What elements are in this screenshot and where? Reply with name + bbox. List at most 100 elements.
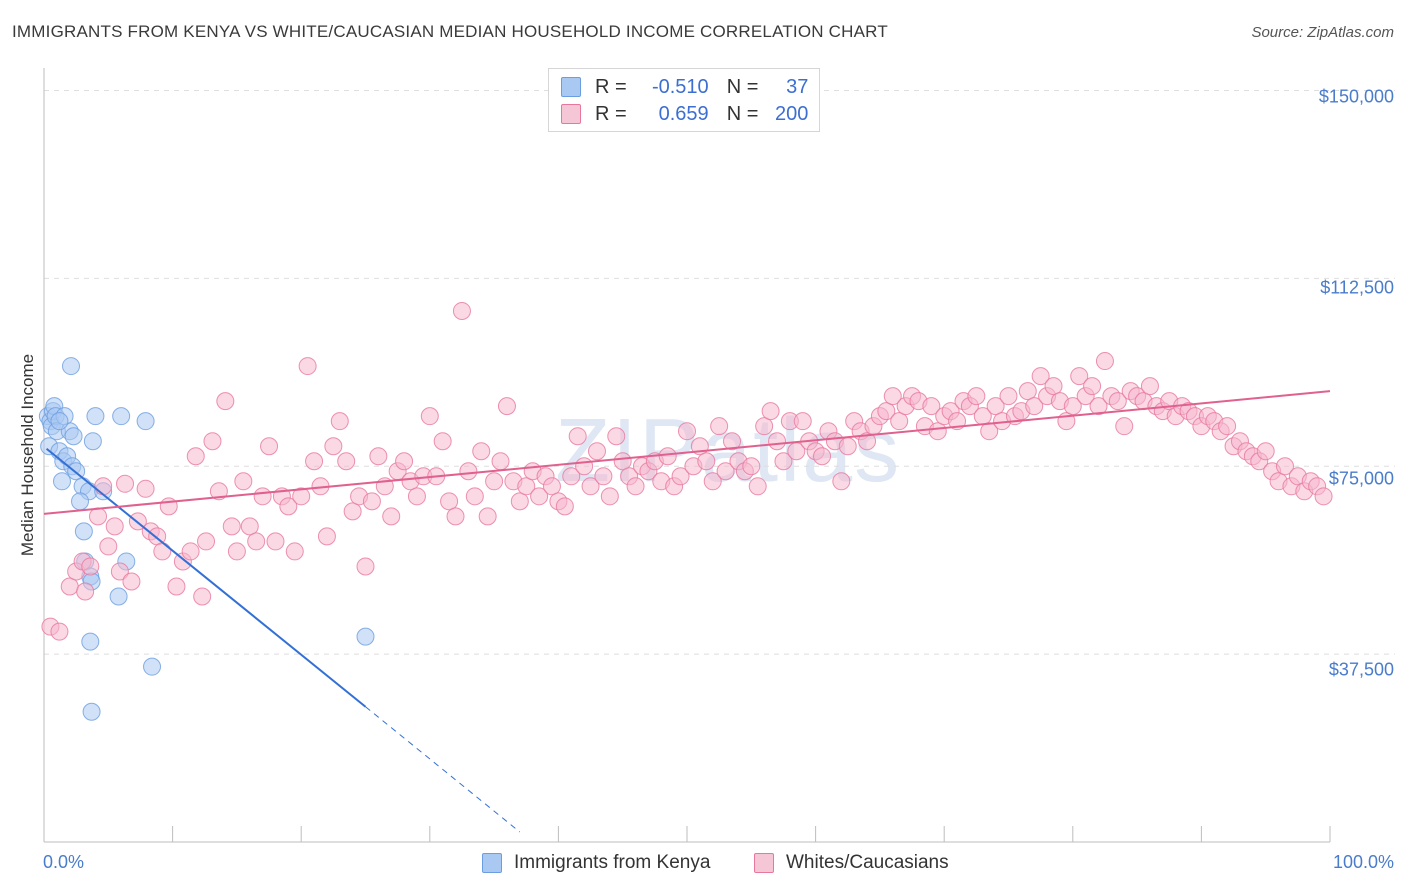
- whites-point: [555, 497, 574, 516]
- whites-point: [858, 432, 877, 451]
- whites-point: [594, 467, 613, 486]
- legend-n-value: 200: [775, 102, 809, 125]
- whites-point: [99, 537, 118, 556]
- series-name-kenya: Immigrants from Kenya: [514, 852, 711, 873]
- y-tick-label: $112,500: [1320, 277, 1394, 298]
- kenya-point: [81, 632, 100, 651]
- y-tick-label: $75,000: [1328, 468, 1394, 489]
- whites-point: [197, 532, 216, 551]
- whites-point: [877, 402, 896, 421]
- x-tick-label-max: 100.0%: [1332, 852, 1394, 872]
- kenya-point: [62, 357, 81, 376]
- whites-point: [761, 402, 780, 421]
- whites-point: [928, 422, 947, 441]
- whites-point: [1089, 397, 1108, 416]
- whites-point: [600, 487, 619, 506]
- kenya-point: [50, 412, 69, 431]
- whites-trend-line: [43, 390, 1331, 515]
- correlation-legend: R = -0.510 N = 37 R = 0.659 N = 200: [548, 68, 820, 132]
- y-tick-label: $37,500: [1328, 659, 1394, 680]
- series-name-whites: Whites/Caucasians: [786, 852, 949, 873]
- whites-point: [337, 452, 356, 471]
- y-tick-label: $150,000: [1318, 86, 1394, 107]
- kenya-point: [112, 407, 131, 426]
- whites-point: [497, 397, 516, 416]
- whites-point: [1025, 397, 1044, 416]
- series-legend-whites: Whites/Caucasians: [754, 852, 949, 874]
- whites-point: [1256, 442, 1275, 461]
- whites-point: [832, 472, 851, 491]
- x-tick-label-min: 0.0%: [43, 852, 85, 872]
- kenya-point: [136, 412, 155, 431]
- whites-point: [452, 301, 471, 320]
- chart-title: IMMIGRANTS FROM KENYA VS WHITE/CAUCASIAN…: [12, 22, 888, 41]
- kenya-point: [143, 657, 162, 676]
- whites-point: [716, 462, 735, 481]
- whites-point: [343, 502, 362, 521]
- whites-point: [324, 437, 343, 456]
- whites-point: [1314, 487, 1333, 506]
- whites-point: [292, 487, 311, 506]
- kenya-point: [64, 427, 83, 446]
- y-axis-label: Median Household Income: [18, 353, 37, 557]
- legend-r-value: -0.510: [651, 75, 709, 98]
- whites-point: [607, 427, 626, 446]
- whites-point: [986, 397, 1005, 416]
- whites-point: [193, 587, 212, 606]
- whites-point: [153, 542, 172, 561]
- whites-point: [1115, 417, 1134, 436]
- whites-point: [253, 487, 272, 506]
- whites-point: [105, 517, 124, 536]
- legend-n-label: N =: [726, 102, 759, 125]
- whites-point: [813, 447, 832, 466]
- legend-n-value: 37: [786, 75, 809, 98]
- whites-point: [330, 412, 349, 431]
- whites-point: [369, 447, 388, 466]
- whites-point: [517, 477, 536, 496]
- kenya-point: [71, 492, 90, 511]
- whites-point: [247, 532, 266, 551]
- whites-point: [542, 477, 561, 496]
- whites-point: [613, 452, 632, 471]
- whites-point: [478, 507, 497, 526]
- whites-point: [491, 452, 510, 471]
- whites-point: [94, 477, 113, 496]
- series-swatch-kenya: [482, 853, 502, 873]
- whites-point: [240, 517, 259, 536]
- legend-n-label: N =: [726, 75, 759, 98]
- source-label: Source: ZipAtlas.com: [1251, 24, 1394, 41]
- legend-row-kenya: R = -0.510 N = 37: [561, 75, 808, 99]
- whites-point: [420, 407, 439, 426]
- whites-point: [755, 417, 774, 436]
- whites-point: [710, 417, 729, 436]
- whites-point: [485, 472, 504, 491]
- whites-point: [562, 467, 581, 486]
- whites-point: [1108, 392, 1127, 411]
- legend-row-whites: R = 0.659 N = 200: [561, 102, 808, 126]
- whites-point: [1218, 417, 1237, 436]
- legend-swatch-kenya: [561, 77, 581, 97]
- whites-point: [1140, 377, 1159, 396]
- whites-point: [890, 412, 909, 431]
- whites-point: [748, 477, 767, 496]
- whites-point: [234, 472, 253, 491]
- whites-point: [116, 474, 135, 493]
- series-legend-kenya: Immigrants from Kenya: [482, 852, 710, 874]
- whites-point: [136, 479, 155, 498]
- whites-point: [1095, 352, 1114, 371]
- whites-point: [317, 527, 336, 546]
- kenya-point: [82, 702, 101, 721]
- whites-point: [222, 517, 241, 536]
- kenya-trend-extension: [365, 706, 521, 833]
- whites-point: [266, 532, 285, 551]
- whites-point: [89, 507, 108, 526]
- whites-point: [216, 392, 235, 411]
- whites-point: [793, 412, 812, 431]
- whites-point: [305, 452, 324, 471]
- whites-point: [678, 422, 696, 441]
- whites-point: [883, 387, 902, 406]
- whites-point: [362, 492, 381, 511]
- whites-point: [1031, 367, 1050, 386]
- whites-point: [575, 457, 594, 476]
